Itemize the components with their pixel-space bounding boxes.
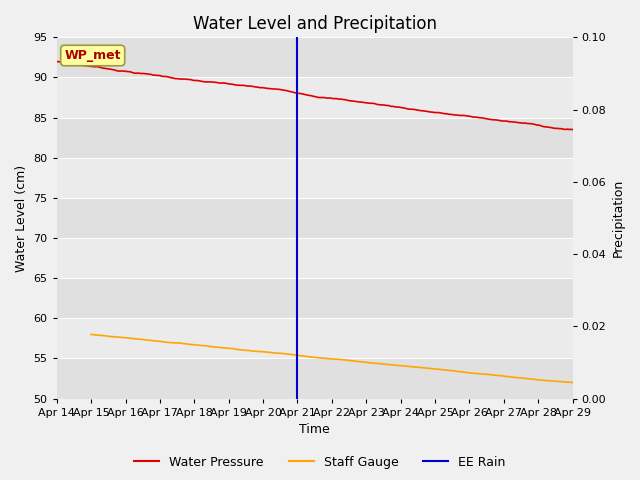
Bar	[57, 37, 573, 77]
Bar	[57, 359, 573, 398]
Bar	[57, 118, 573, 158]
X-axis label: Time: Time	[300, 423, 330, 436]
Bar	[57, 198, 573, 238]
Y-axis label: Precipitation: Precipitation	[612, 179, 625, 257]
Y-axis label: Water Level (cm): Water Level (cm)	[15, 165, 28, 272]
Title: Water Level and Precipitation: Water Level and Precipitation	[193, 15, 436, 33]
Bar	[57, 77, 573, 118]
Text: WP_met: WP_met	[65, 49, 121, 62]
Bar	[57, 318, 573, 359]
Legend: Water Pressure, Staff Gauge, EE Rain: Water Pressure, Staff Gauge, EE Rain	[129, 451, 511, 474]
Bar	[57, 278, 573, 318]
Bar	[57, 158, 573, 198]
Bar	[57, 238, 573, 278]
